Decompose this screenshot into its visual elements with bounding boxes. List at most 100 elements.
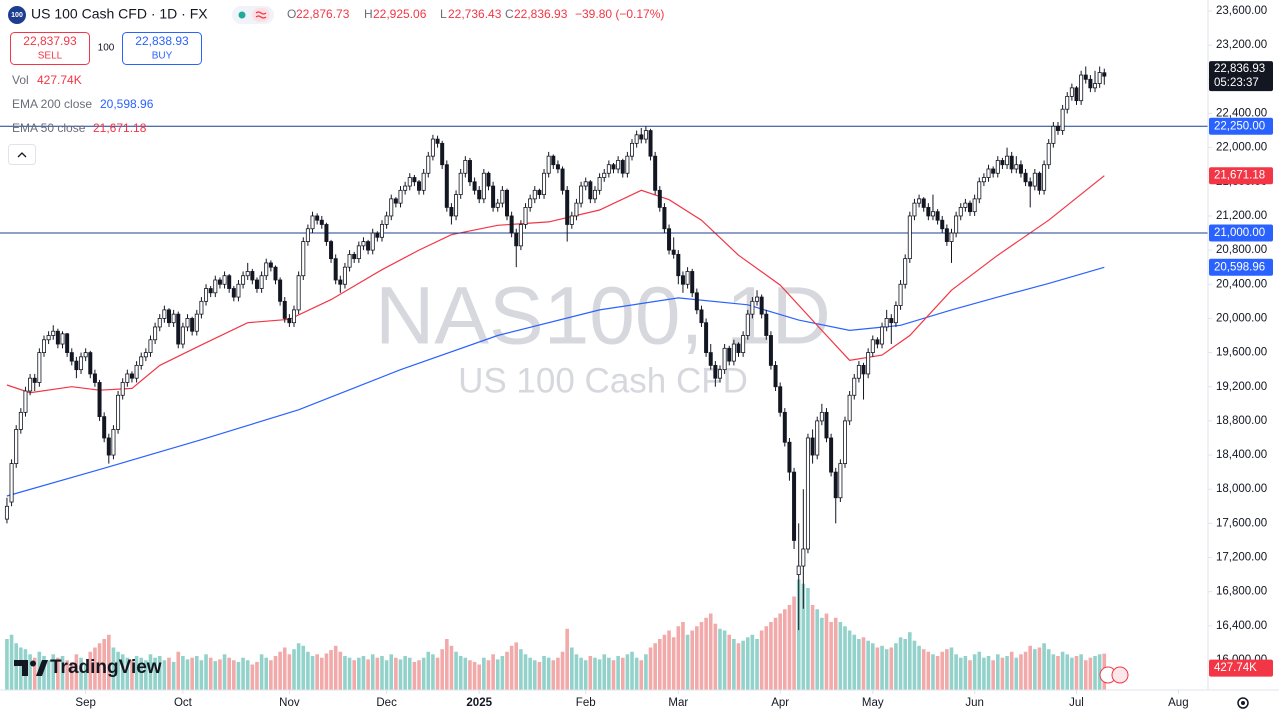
event-icon[interactable] [1111,666,1129,684]
volume-bar [727,634,732,690]
volume-bar [269,660,273,690]
candle-body [18,411,23,430]
volume-bar [1065,654,1070,690]
legend-name[interactable]: EMA 50 close [12,121,86,135]
volume-bar [602,654,607,690]
watermark-name: US 100 Cash CFD [458,361,748,400]
symbol-title[interactable]: US 100 Cash CFD · 1D · FX [31,6,208,22]
ohlc-label: O [287,7,296,21]
brand-logo[interactable] [14,660,48,676]
candle-body [222,275,227,285]
symbol-icon[interactable] [8,6,26,24]
candle-body [968,202,973,213]
candle-body [537,189,542,195]
candle-body [963,202,968,208]
legend-name[interactable]: EMA 200 close [12,97,92,111]
volume-bar [153,657,157,690]
ohlc-value: 22,836.93 [514,7,568,21]
y-tick-label: 22,400.00 [1216,108,1267,120]
volume-bar [945,649,949,690]
candle-body [14,429,19,464]
volume-bar [1097,654,1102,690]
volume-bar [319,657,324,690]
candle-body [690,271,695,294]
volume-bar [750,634,755,690]
volume-bar [19,647,23,690]
candle-body [481,172,486,200]
candle-body [685,271,690,285]
candle-body [393,198,398,204]
candle-body [148,339,153,353]
volume-bar [630,651,634,690]
volume-bar [403,656,407,690]
candle-body [606,164,611,174]
volume-bar [625,654,630,690]
volume-bar [1046,649,1051,690]
candle-body [639,134,644,140]
candle-body [880,326,885,345]
volume-bar [620,657,625,690]
price-badge-label: 20,598.96 [1214,261,1265,273]
settings-icon[interactable] [1237,697,1249,709]
sell-button[interactable] [10,32,90,65]
legend-value: 21,671.18 [93,121,147,135]
volume-bar [273,656,278,690]
volume-bar [204,654,208,690]
volume-bar [347,657,352,690]
volume-bar [908,632,912,690]
volume-bar [884,649,889,690]
volume-bar [880,645,884,690]
candle-body [977,181,982,200]
candle-body [379,224,384,238]
candle-body [69,352,74,362]
candle-body [259,275,264,289]
candle-body [51,330,56,336]
volume-bar [42,656,46,690]
volume-bar [366,659,370,690]
candle-body [264,262,269,277]
brand-name[interactable]: TradingView [50,657,162,678]
volume-bar [875,647,880,690]
volume-bar [491,654,495,690]
candle-body [680,275,685,285]
volume-bar [815,609,820,690]
candle-body [736,343,741,353]
volume-bar [926,651,931,690]
candle-body [106,437,111,456]
x-tick-label: Nov [279,697,300,709]
volume-bar [685,634,690,690]
candle-body [662,207,667,230]
candle-body [231,288,236,298]
candle-body [1014,164,1019,170]
market-open-dot [238,11,246,19]
candle-body [166,309,171,324]
candle-body [254,279,259,289]
candle-body [583,181,588,187]
volume-bar [301,645,306,690]
volume-bar [732,639,736,690]
volume-bar [954,654,958,690]
volume-bar [74,654,79,690]
volume-bar [500,656,505,690]
volume-bar [718,628,722,690]
candle-body [944,228,949,242]
y-tick-label: 23,200.00 [1216,39,1267,51]
volume-bar [514,642,519,690]
candle-body [833,471,838,499]
candle-body [792,471,797,541]
price-badge [1209,167,1273,185]
volume-bar [588,656,593,690]
legend-name[interactable]: Vol [12,73,29,87]
quantity[interactable]: 100 [98,43,115,54]
volume-bar [537,661,542,690]
candle-body [625,155,630,174]
candle-body [616,160,621,170]
candle-body [722,347,727,371]
volume-bar [616,656,620,690]
buy-button[interactable] [122,32,202,65]
y-tick-label: 20,800.00 [1216,244,1267,256]
volume-bar [977,651,982,690]
collapse-button[interactable] [8,144,36,165]
volume-bar [56,657,60,690]
